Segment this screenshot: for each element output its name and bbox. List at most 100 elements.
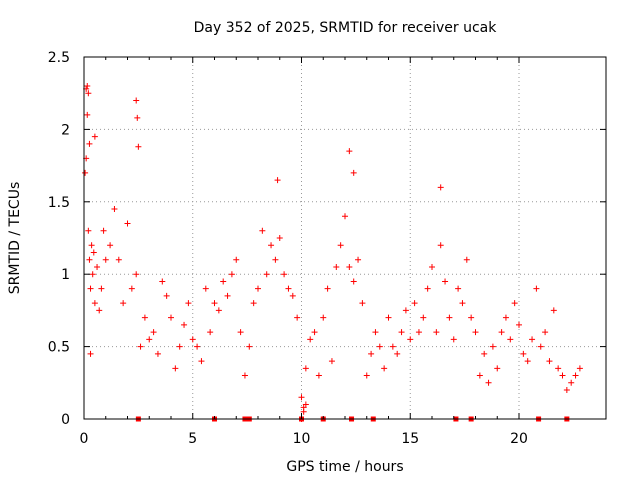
y-tick-label: 2 [61,122,70,138]
data-point [163,292,170,299]
data-point [576,365,583,372]
data-point [228,271,235,278]
data-point [568,379,575,386]
data-point [546,358,553,365]
data-point [420,314,427,321]
data-point [315,372,322,379]
data-point [133,97,140,104]
data-point [84,111,91,118]
x-tick-label: 5 [188,431,197,447]
data-point [281,271,288,278]
data-point [381,365,388,372]
y-axis-label: SRMTID / TECUs [7,182,23,295]
data-point [181,321,188,328]
data-point [89,271,96,278]
data-point [86,140,93,147]
ticks [83,56,606,420]
data-point [450,336,457,343]
data-point [98,285,105,292]
data-point [91,300,98,307]
data-point [442,278,449,285]
data-point [489,343,496,350]
data-point [402,307,409,314]
data-point [211,300,218,307]
y-tick-label: 0.5 [48,340,70,356]
data-point [150,329,157,336]
data-point [446,314,453,321]
data-point [88,242,95,249]
data-point [176,343,183,350]
data-point [241,372,248,379]
data-point [337,242,344,249]
data-point [87,350,94,357]
data-point [246,343,253,350]
data-point [424,285,431,292]
data-point [137,343,144,350]
y-tick-label: 2.5 [48,50,70,66]
data-point [134,114,141,121]
data-point [94,263,101,270]
data-point [481,350,488,357]
data-point [572,372,579,379]
data-point [494,365,501,372]
data-point [82,169,89,176]
data-point [141,314,148,321]
data-point [86,256,93,263]
data-point [350,169,357,176]
data-point [463,256,470,263]
data-point [100,227,107,234]
data-point [285,285,292,292]
data-point [120,300,127,307]
data-point [274,177,281,184]
data-point [154,350,161,357]
data-point [472,329,479,336]
x-tick-label: 20 [510,431,528,447]
data-point [185,300,192,307]
data-point [302,401,309,408]
data-point [298,394,305,401]
data-point [407,336,414,343]
data-point [220,278,227,285]
data-point [250,300,257,307]
data-point [276,235,283,241]
data-point [516,321,522,328]
data-point [233,256,240,263]
data-point [437,184,444,191]
data-point [555,365,562,372]
data-point [411,300,418,307]
data-point [433,329,440,336]
data-point [198,358,205,365]
data-point [559,372,566,379]
x-tick-label: 15 [401,431,419,447]
tick-labels: 0 0.5 1 1.5 2 2.5 0 5 10 15 20 [48,50,528,447]
y-tick-label: 0 [61,412,70,428]
data-point [215,307,222,314]
data-point [294,314,301,321]
data-point [263,271,270,278]
data-point [91,133,98,140]
data-point [476,372,483,379]
data-point [96,307,103,314]
data-point [350,278,357,285]
data-point [84,82,91,89]
data-point [259,227,266,234]
data-point [550,307,557,314]
data-point [135,143,142,150]
data-point [302,365,309,372]
data-point [85,227,92,234]
data-point [90,249,97,256]
data-point [363,372,370,379]
data-point [520,350,527,357]
data-point [311,329,318,336]
data-point [194,343,201,350]
data-point [376,343,383,350]
data-point [328,358,335,365]
data-point [542,329,549,336]
data-point [333,263,340,270]
data-point [359,300,366,307]
data-point [459,300,466,307]
data-point [307,336,314,343]
y-tick-label: 1 [61,267,70,283]
